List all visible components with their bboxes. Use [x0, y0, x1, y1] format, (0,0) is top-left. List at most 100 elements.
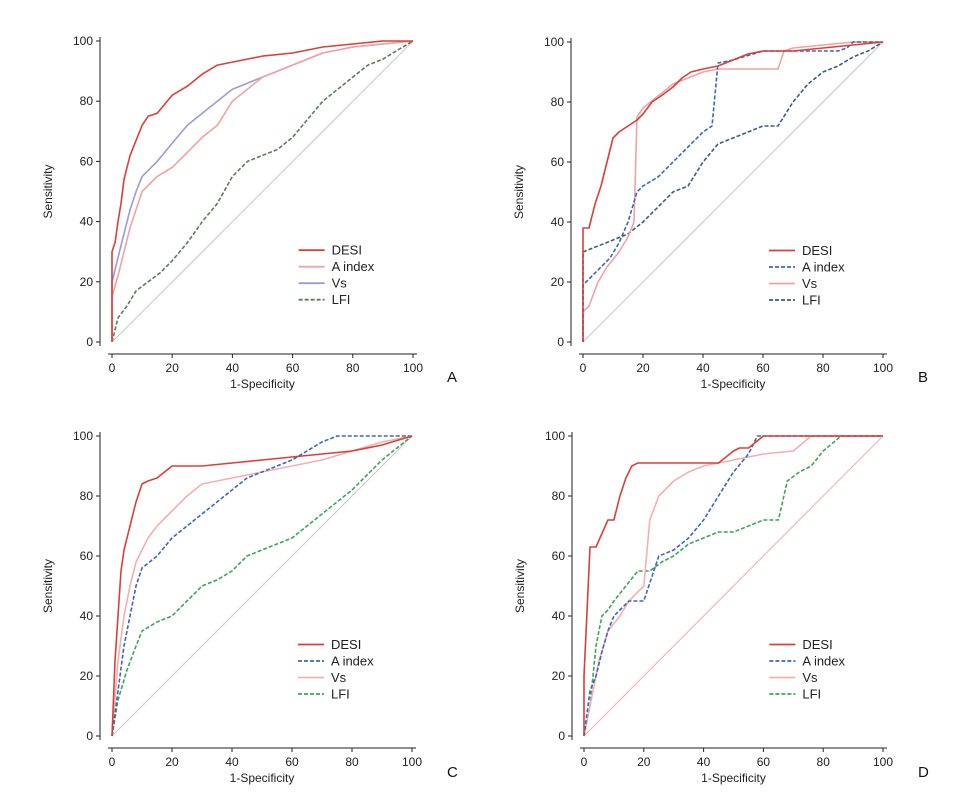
y-tick-label: 80 [80, 94, 94, 108]
x-axis-label: 1-Specificity [701, 377, 766, 391]
x-tick-label: 0 [581, 755, 588, 769]
x-tick-label: 80 [816, 361, 830, 375]
roc-curve-lfi [583, 435, 883, 737]
legend-label: LFI [802, 687, 821, 702]
y-tick-label: 60 [552, 549, 566, 563]
panel-label: A [447, 369, 457, 386]
y-axis-label: Sensitivity [41, 559, 55, 613]
legend-label: A index [332, 259, 375, 274]
chart-panel-a: 0 20 40 60 80 100 0 20 40 60 80 100 1-Specificity Sen… [41, 34, 457, 391]
x-tick-label: 40 [226, 361, 240, 375]
x-tick-label: 20 [636, 361, 650, 375]
x-tick-label: 100 [402, 755, 422, 769]
x-tick-label: 0 [109, 755, 116, 769]
y-tick-label: 20 [552, 669, 566, 683]
x-tick-label: 40 [225, 755, 239, 769]
y-tick-label: 40 [80, 215, 94, 229]
legend-label: Vs [802, 670, 818, 685]
roc-curve-lfi [582, 41, 884, 342]
x-tick-label: 40 [697, 755, 711, 769]
legend-label: DESI [802, 637, 832, 652]
x-tick-label: 20 [166, 361, 180, 375]
y-tick-label: 20 [80, 275, 94, 289]
y-axis-label: Sensitivity [513, 559, 527, 613]
y-tick-label: 60 [80, 549, 94, 563]
reference-diagonal [111, 435, 413, 737]
roc-curve-vs [582, 41, 883, 342]
x-tick-label: 60 [756, 361, 770, 375]
y-tick-label: 40 [551, 215, 565, 229]
x-tick-label: 40 [696, 361, 710, 375]
y-tick-label: 0 [558, 729, 565, 743]
panel-label: D [918, 764, 929, 781]
x-tick-label: 0 [580, 361, 587, 375]
y-tick-label: 20 [80, 669, 94, 683]
legend-label: DESI [331, 637, 361, 652]
legend-label: DESI [332, 243, 362, 258]
y-tick-label: 100 [544, 35, 564, 49]
y-tick-label: 0 [86, 729, 93, 743]
legend-label: LFI [331, 687, 350, 702]
roc-curve-desi [111, 435, 413, 737]
roc-curve-a-index [111, 40, 414, 342]
legend-label: Vs [802, 276, 818, 291]
chart-panel-c: 0 20 40 60 80 100 0 20 40 60 80 100 1-Specificity Sen… [41, 429, 458, 785]
reference-diagonal [583, 435, 884, 737]
y-axis-label: Sensitivity [512, 165, 526, 219]
x-tick-label: 100 [403, 361, 423, 375]
x-axis-label: 1-Specificity [230, 771, 295, 785]
x-tick-label: 60 [285, 755, 299, 769]
roc-curve-lfi [111, 40, 414, 343]
x-axis-label: 1-Specificity [230, 377, 295, 391]
x-tick-label: 80 [817, 755, 831, 769]
roc-curve-lfi [111, 435, 413, 737]
y-tick-label: 80 [552, 489, 566, 503]
y-tick-label: 40 [552, 609, 566, 623]
roc-curve-vs [111, 435, 413, 737]
roc-curve-a-index [582, 41, 883, 342]
panel-label: B [918, 369, 928, 386]
x-tick-label: 80 [346, 361, 360, 375]
roc-curve-a-index [583, 435, 883, 737]
x-tick-label: 60 [757, 755, 771, 769]
x-tick-label: 20 [637, 755, 651, 769]
reference-diagonal [582, 41, 884, 343]
chart-panel-b: 0 20 40 60 80 100 0 20 40 60 80 100 1-Specificity Sen… [512, 35, 928, 391]
x-tick-label: 20 [165, 755, 179, 769]
legend-label: Vs [331, 670, 347, 685]
y-tick-label: 40 [80, 609, 94, 623]
y-tick-label: 100 [73, 34, 93, 48]
legend-label: DESI [802, 243, 832, 258]
x-tick-label: 100 [873, 755, 893, 769]
roc-curve-desi [111, 40, 413, 342]
y-tick-label: 80 [551, 95, 565, 109]
y-tick-label: 80 [80, 489, 94, 503]
roc-curve-desi [583, 435, 883, 736]
legend-label: LFI [802, 293, 821, 308]
y-tick-label: 100 [545, 429, 565, 443]
y-tick-label: 0 [86, 335, 93, 349]
legend-label: LFI [332, 292, 351, 307]
legend-label: A index [802, 654, 845, 669]
roc-curve-desi [582, 41, 884, 342]
y-tick-label: 100 [73, 429, 93, 443]
chart-panel-d: 0 20 40 60 80 100 0 20 40 60 80 100 1-Specificity Sen… [513, 429, 929, 785]
x-tick-label: 100 [873, 361, 893, 375]
legend-label: A index [802, 260, 845, 275]
y-axis-label: Sensitivity [41, 164, 55, 218]
reference-diagonal [111, 40, 414, 343]
x-axis-label: 1-Specificity [701, 771, 766, 785]
x-tick-label: 80 [345, 755, 359, 769]
x-tick-label: 60 [286, 361, 300, 375]
y-tick-label: 60 [551, 155, 565, 169]
y-tick-label: 0 [557, 335, 564, 349]
y-tick-label: 20 [551, 275, 565, 289]
x-tick-label: 0 [109, 361, 116, 375]
legend-label: A index [331, 654, 374, 669]
legend-label: Vs [332, 276, 348, 291]
